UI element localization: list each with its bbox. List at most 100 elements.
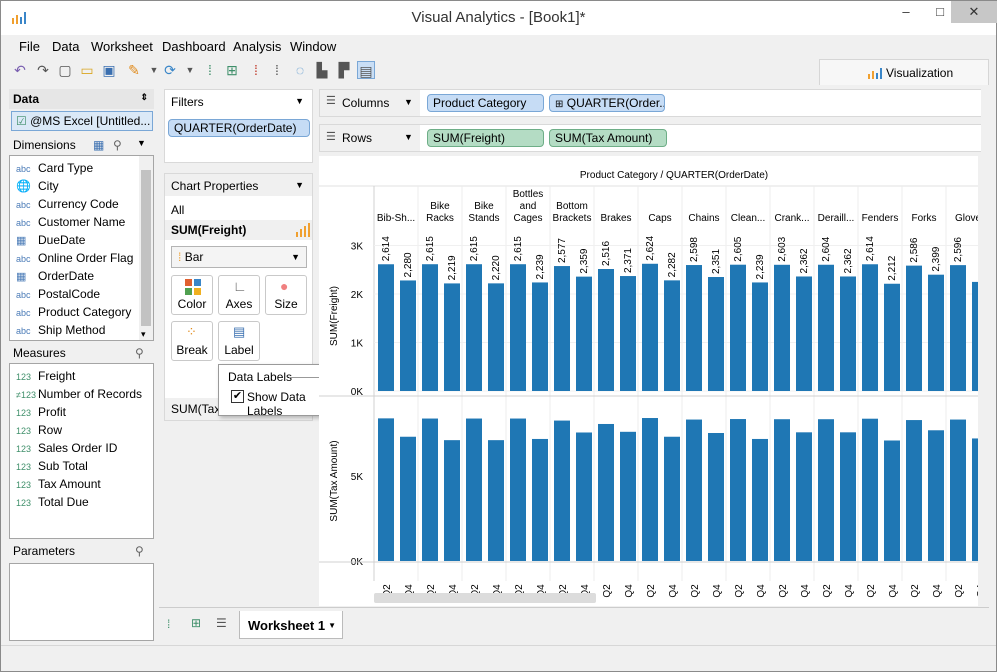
list-item[interactable]: 123 Row [16,423,62,437]
menu-analysis[interactable]: Analysis [233,39,282,54]
quarter-label: Q2 [646,584,657,598]
new-dashboard-icon[interactable]: ⊞ [191,616,202,630]
axes-button[interactable]: ∟ Axes [218,275,260,315]
columns-drop-area[interactable]: Product Category ⊞ QUARTER(Order... [420,90,981,116]
chevron-down-icon[interactable]: ▼ [149,65,159,75]
chevron-down-icon[interactable]: ▼ [295,96,304,106]
category-header: and [520,201,537,212]
data-label: 2,282 [667,252,678,277]
data-label: 2,351 [711,249,722,274]
rows-shelf: ☰ Rows ▼ SUM(Freight) SUM(Tax Amount) [319,124,981,152]
list-item[interactable]: ▦ DueDate [16,233,85,247]
swap-icon[interactable]: ⁞ [275,62,279,78]
list-item[interactable]: 123 Sub Total [16,459,88,473]
list-item[interactable]: abc Customer Name [16,215,125,229]
worksheet-tab[interactable]: Worksheet 1 ▼ [239,611,343,639]
new-worksheet-icon[interactable]: ⁞ [167,617,171,631]
abc-icon: abc [16,326,31,336]
menu-dashboard[interactable]: Dashboard [162,39,226,54]
sort-asc-icon[interactable]: ▙ [316,62,328,78]
sort-desc-icon[interactable]: ▛ [338,62,350,78]
search-icon[interactable]: ⚲ [135,544,144,558]
list-item[interactable]: 123 Sales Order ID [16,441,117,455]
columns-pill-quarter[interactable]: ⊞ QUARTER(Order... [549,94,665,112]
list-item[interactable]: 123 Freight [16,369,75,383]
size-button[interactable]: ● Size [265,275,307,315]
new-sheet-icon[interactable]: ▢ [58,62,72,78]
category-header: Caps [648,213,671,224]
list-item[interactable]: 123 Tax Amount [16,477,101,491]
show-labels-icon[interactable]: ▤ [357,61,375,79]
rows-shelf-icon: ☰ [326,131,336,143]
sort-arrows-icon[interactable]: ⇕ [140,92,148,102]
visualization-tab[interactable]: Visualization [819,59,989,85]
menu-worksheet[interactable]: Worksheet [91,39,153,54]
rows-pill-freight[interactable]: SUM(Freight) [427,129,544,147]
chevron-down-icon[interactable]: ▼ [404,97,413,107]
list-item[interactable]: 123 Total Due [16,495,89,509]
chevron-down-icon[interactable]: ▾ [141,329,146,339]
chevron-down-icon[interactable]: ▼ [404,132,413,142]
save-icon[interactable]: ▣ [102,62,116,78]
list-item[interactable]: abc Ship Method [16,323,105,337]
data-source-label: @MS Excel [Untitled... [30,114,151,128]
expand-icon[interactable]: ⊞ [555,99,564,110]
rows-drop-area[interactable]: SUM(Freight) SUM(Tax Amount) [420,125,981,151]
chevron-down-icon[interactable]: ▼ [137,138,146,148]
data-source[interactable]: ☑ @MS Excel [Untitled... [11,111,153,131]
all-measures-tab[interactable]: All [171,203,185,217]
chevron-down-icon[interactable]: ▼ [328,621,336,630]
category-header: Forks [912,213,937,224]
list-item[interactable]: 123 Profit [16,405,66,419]
label-button[interactable]: ▤ Label [218,321,260,361]
scrollbar[interactable]: ▾ [139,156,153,340]
table-icon[interactable]: ▦ [93,138,105,152]
columns-pill-product-category[interactable]: Product Category [427,94,544,112]
add-chart-icon[interactable]: ⁞ [208,62,212,78]
list-item[interactable]: abc PostalCode [16,287,100,301]
search-icon[interactable]: ⚲ [135,346,144,360]
divider [289,377,337,378]
menu-window[interactable]: Window [290,39,337,54]
menu-file[interactable]: File [19,39,40,54]
list-item[interactable]: ≠123 Number of Records [16,387,142,401]
list-item[interactable]: 🌐 City [16,179,59,193]
list-item[interactable]: abc Online Order Flag [16,251,133,265]
chevron-down-icon[interactable]: ▼ [185,65,195,75]
show-data-labels-checkbox[interactable]: ✔ [231,390,244,403]
category-header: Fenders [862,213,899,224]
list-item[interactable]: abc Card Type [16,161,93,175]
redo-icon[interactable]: ↷ [37,62,49,78]
maximize-button[interactable]: □ [936,4,944,19]
minimize-button[interactable]: – [902,4,910,19]
menu-data[interactable]: Data [52,39,80,54]
filter-pill[interactable]: QUARTER(OrderDate) [168,119,310,137]
list-item[interactable]: abc Currency Code [16,197,119,211]
data-label: 2,615 [513,236,524,261]
list-sheets-icon[interactable]: ☰ [216,616,227,630]
quarter-label: Q4 [404,584,415,598]
new-dashboard-icon[interactable]: ⊞ [226,62,238,78]
rows-pill-tax-amount[interactable]: SUM(Tax Amount) [549,129,667,147]
category-header: Brakes [600,213,631,224]
measure-tab[interactable]: SUM(Freight) [165,220,312,240]
search-icon[interactable]: ⚲ [113,138,122,152]
lasso-icon[interactable]: ◌ [295,62,305,78]
chevron-down-icon[interactable]: ▼ [295,180,304,190]
color-button[interactable]: Color [171,275,213,315]
list-item[interactable]: abc Product Category [16,305,131,319]
close-button[interactable]: ✕ [951,1,997,23]
calendar-icon: ▦ [16,235,27,247]
number-icon: 123 [16,372,32,382]
quarter-label: Q4 [448,584,459,598]
refresh-icon[interactable]: ⟳ [164,62,176,78]
mark-type-select[interactable]: ⁞ Bar ▼ [171,246,307,268]
delete-sheet-icon[interactable]: ⁞ [254,62,258,78]
break-button[interactable]: ⁘ Break [171,321,213,361]
scrollbar-thumb[interactable] [141,170,151,326]
open-folder-icon[interactable]: ▭ [80,62,94,78]
list-item-label: DueDate [38,233,86,247]
list-item[interactable]: ▦ OrderDate [16,269,94,283]
undo-icon[interactable]: ↶ [14,62,26,78]
clear-sheet-icon[interactable]: ✎ [128,62,140,78]
